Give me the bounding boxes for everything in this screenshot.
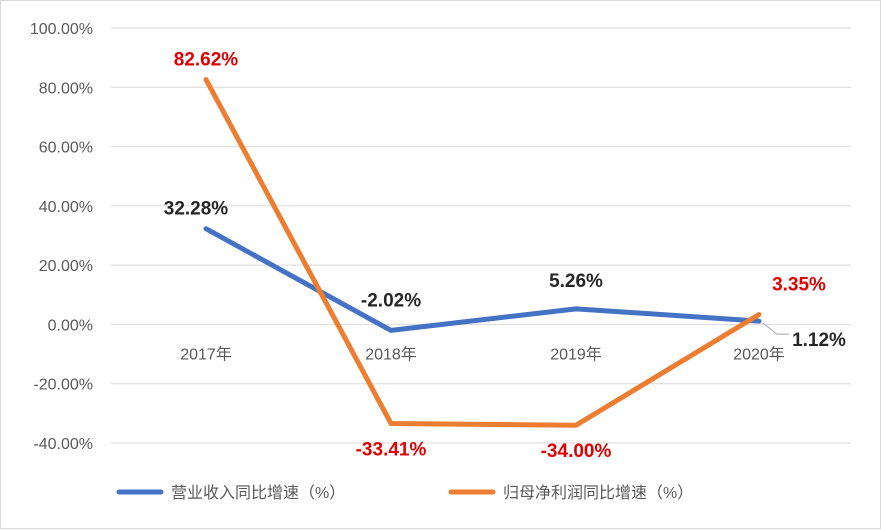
y-tick-label: 40.00% (39, 199, 93, 216)
y-tick-label: 0.00% (48, 317, 93, 334)
y-tick-label: 20.00% (39, 258, 93, 275)
x-tick-label: 2017年 (180, 345, 232, 363)
y-tick-label: 100.00% (30, 21, 93, 38)
y-tick-label: 60.00% (39, 140, 93, 157)
y-tick-label: 80.00% (39, 80, 93, 97)
data-label: -33.41% (356, 439, 427, 460)
legend-label: 归母净利润同比增速（%） (503, 484, 693, 502)
leader-line (762, 322, 789, 335)
data-label: 3.35% (772, 274, 826, 295)
x-tick-label: 2020年 (733, 345, 785, 363)
legend-label: 营业收入同比增速（%） (171, 484, 345, 502)
y-tick-label: -20.00% (33, 377, 93, 394)
data-label: 1.12% (792, 330, 846, 351)
data-label: 5.26% (549, 271, 603, 292)
net-profit-growth-line (203, 77, 762, 428)
series-lines (203, 77, 762, 428)
x-axis-ticks: 2017年 2018年 2019年 2020年 (180, 345, 785, 363)
data-label: -2.02% (361, 290, 421, 311)
gridlines (111, 27, 851, 444)
data-label: 82.62% (174, 50, 239, 71)
data-labels: 32.28% -2.02% 5.26% 1.12% 82.62% -33.41% -34.0… (164, 50, 846, 463)
legend: 营业收入同比增速（%） 归母净利润同比增速（%） (116, 484, 693, 502)
x-tick-label: 2018年 (365, 345, 417, 363)
x-tick-label: 2019年 (550, 345, 602, 363)
y-axis-ticks: -40.00% -20.00% 0.00% 20.00% 40.00% 60.00% 80.… (30, 21, 93, 453)
y-tick-label: -40.00% (33, 436, 93, 453)
data-label: 32.28% (164, 199, 229, 220)
revenue-growth-line (203, 226, 762, 333)
data-label: -34.00% (541, 441, 612, 462)
